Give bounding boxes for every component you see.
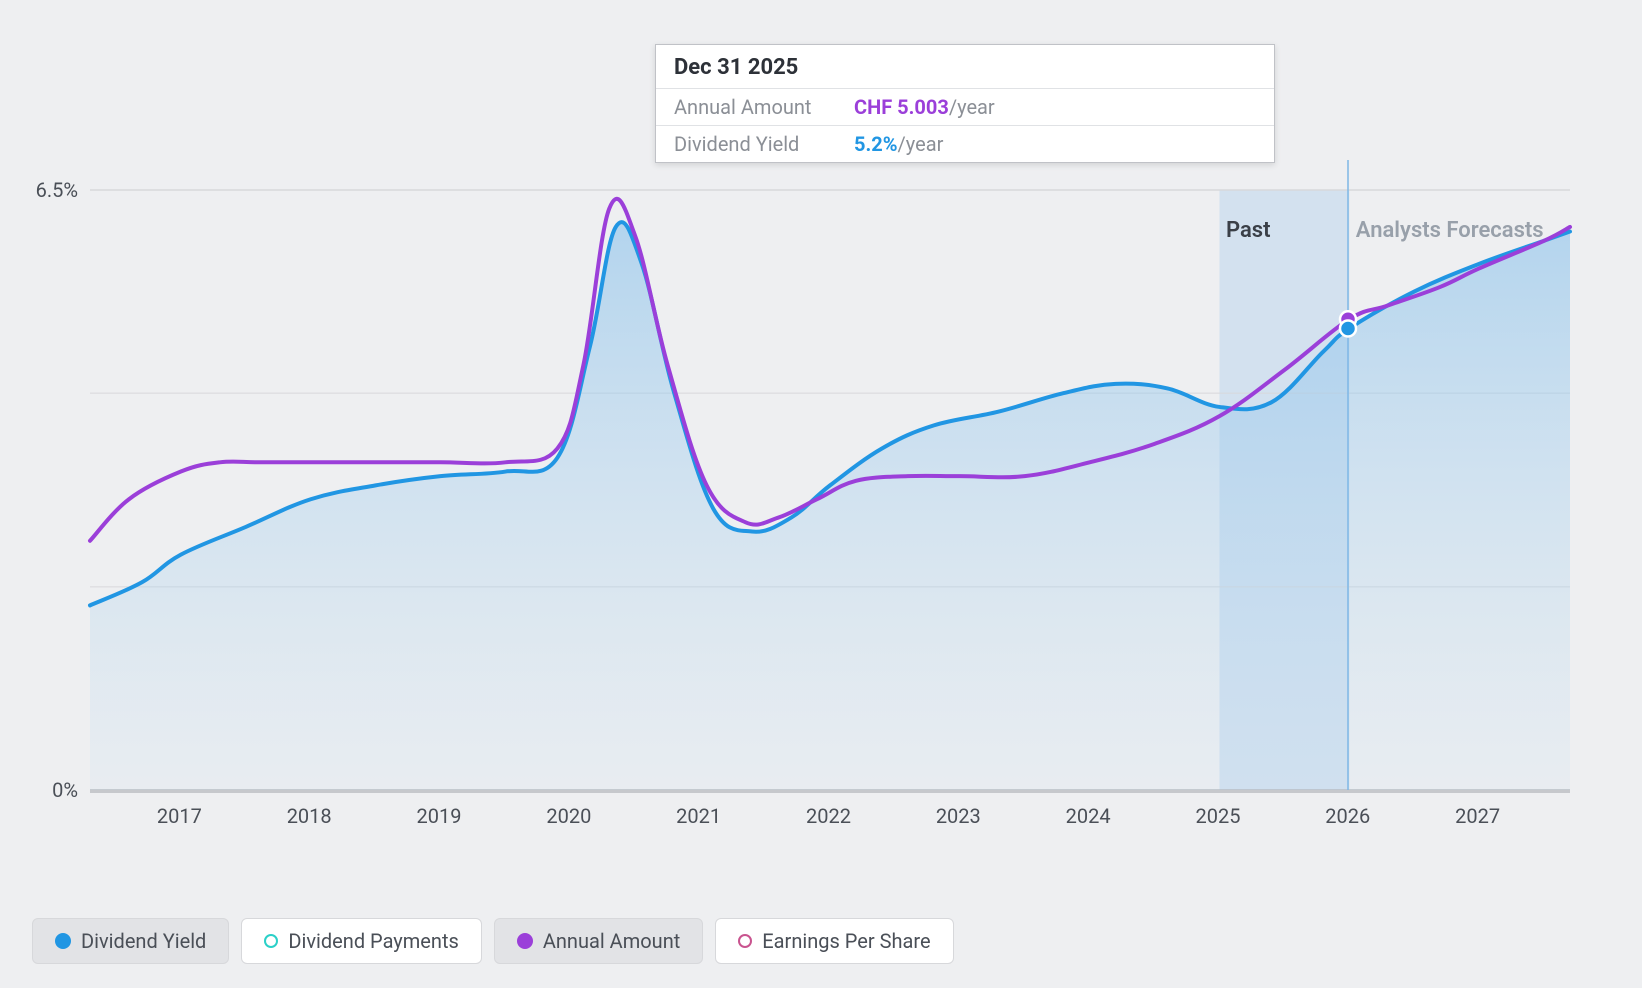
legend-swatch-icon: [55, 933, 71, 949]
x-axis-label: 2023: [936, 804, 981, 828]
region-label-forecast: Analysts Forecasts: [1356, 218, 1544, 243]
dividend-chart: 0% 6.5% 2017 2018 2019 2020 2021 2022 2023 2024 2…: [0, 0, 1642, 988]
x-axis-label: 2026: [1325, 804, 1370, 828]
legend-label: Annual Amount: [543, 929, 680, 953]
tooltip-value-dividend-yield: 5.2%: [854, 132, 898, 156]
legend-item-earnings-per-share[interactable]: Earnings Per Share: [715, 918, 953, 964]
region-label-past: Past: [1226, 218, 1271, 243]
x-axis-label: 2021: [676, 804, 721, 828]
tooltip-unit-dividend-yield: /year: [898, 132, 944, 156]
legend-item-dividend-yield[interactable]: Dividend Yield: [32, 918, 229, 964]
y-axis-label: 6.5%: [36, 178, 78, 202]
x-axis-label: 2017: [157, 804, 202, 828]
hover-tooltip: Dec 31 2025 Annual Amount CHF 5.003/year…: [655, 44, 1275, 163]
legend: Dividend Yield Dividend Payments Annual Am…: [32, 918, 954, 964]
x-axis-label: 2024: [1066, 804, 1111, 828]
legend-swatch-icon: [264, 934, 278, 948]
tooltip-unit-annual-amount: /year: [949, 95, 995, 119]
tooltip-date: Dec 31 2025: [656, 45, 1274, 88]
x-axis-label: 2022: [806, 804, 851, 828]
legend-item-dividend-payments[interactable]: Dividend Payments: [241, 918, 481, 964]
legend-item-annual-amount[interactable]: Annual Amount: [494, 918, 703, 964]
tooltip-label-annual-amount: Annual Amount: [674, 95, 854, 119]
x-axis-label: 2019: [417, 804, 462, 828]
legend-swatch-icon: [517, 933, 533, 949]
legend-swatch-icon: [738, 934, 752, 948]
x-axis-label: 2025: [1195, 804, 1240, 828]
legend-label: Dividend Payments: [288, 929, 458, 953]
tooltip-label-dividend-yield: Dividend Yield: [674, 132, 854, 156]
y-axis-label: 0%: [52, 778, 78, 802]
legend-label: Dividend Yield: [81, 929, 206, 953]
legend-label: Earnings Per Share: [762, 929, 930, 953]
tooltip-value-annual-amount: CHF 5.003: [854, 95, 949, 119]
x-axis-label: 2027: [1455, 804, 1500, 828]
x-axis-label: 2018: [287, 804, 332, 828]
x-axis-label: 2020: [546, 804, 591, 828]
